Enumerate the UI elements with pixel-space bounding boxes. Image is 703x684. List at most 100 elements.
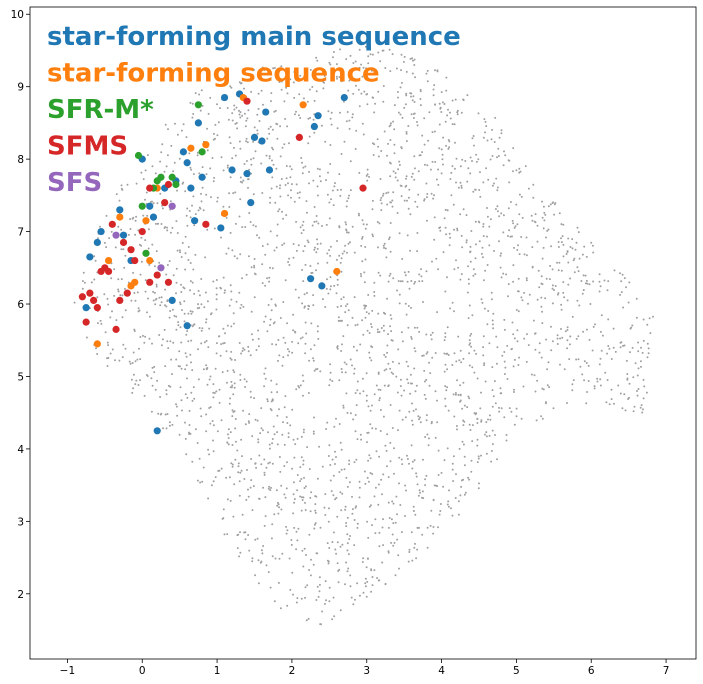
data-point <box>134 151 143 160</box>
data-point <box>97 267 105 276</box>
data-point <box>142 249 150 257</box>
data-point <box>265 166 274 174</box>
background-point-cloud <box>73 45 655 626</box>
data-point <box>93 304 101 312</box>
data-point <box>202 220 210 228</box>
y-tick-label: 4 <box>17 444 24 456</box>
data-point <box>247 199 255 207</box>
data-point <box>333 267 341 276</box>
data-point <box>90 296 98 304</box>
y-tick-label: 7 <box>17 227 24 239</box>
x-axis: −1 0 1 2 3 4 5 6 7 <box>60 659 669 677</box>
x-tick-label: 3 <box>363 665 370 677</box>
data-point <box>191 217 199 225</box>
data-point <box>299 101 307 109</box>
y-tick-label: 8 <box>17 154 24 166</box>
data-point <box>183 159 191 167</box>
data-point <box>243 170 251 178</box>
data-point <box>93 340 101 348</box>
data-point <box>161 199 169 207</box>
data-point <box>138 227 146 236</box>
data-point <box>86 253 94 261</box>
data-point <box>314 112 322 120</box>
data-point <box>198 148 206 156</box>
data-point <box>202 141 210 149</box>
data-point <box>157 173 165 181</box>
data-point <box>243 97 251 105</box>
data-point <box>149 213 158 221</box>
y-tick-label: 6 <box>17 299 24 311</box>
data-point <box>220 209 229 218</box>
data-point <box>153 427 161 435</box>
y-tick-label: 3 <box>17 516 24 528</box>
x-tick-label: 5 <box>513 665 520 677</box>
data-point <box>119 231 128 239</box>
data-point <box>104 256 113 265</box>
data-point <box>194 119 202 127</box>
data-point <box>172 180 180 189</box>
series-1 <box>93 93 341 348</box>
data-point <box>194 101 202 109</box>
highlighted-series <box>78 90 367 435</box>
data-point <box>104 267 113 276</box>
data-point <box>97 227 105 236</box>
data-point <box>157 264 165 272</box>
data-point <box>250 133 259 141</box>
data-point <box>86 289 94 297</box>
data-point <box>164 180 173 189</box>
data-point <box>108 220 116 228</box>
y-axis: 2 3 4 5 6 7 8 9 10 <box>11 9 30 601</box>
data-point <box>131 256 139 265</box>
legend-label: SFR-M* <box>47 95 154 125</box>
data-point <box>116 206 124 214</box>
y-tick-label: 10 <box>11 9 24 21</box>
x-tick-label: 2 <box>289 665 296 677</box>
data-point <box>217 224 225 232</box>
legend-label: star-forming main sequence <box>47 22 461 52</box>
legend-label: SFMS <box>47 132 128 162</box>
series-3 <box>78 97 367 333</box>
y-tick-label: 9 <box>17 82 24 94</box>
data-point <box>112 231 120 239</box>
series-4 <box>112 202 176 272</box>
data-point <box>168 296 176 304</box>
data-point <box>82 304 90 312</box>
data-point <box>262 108 270 116</box>
data-point <box>116 296 124 304</box>
data-point <box>146 256 154 265</box>
y-tick-label: 5 <box>17 371 24 383</box>
data-point <box>198 173 206 181</box>
data-point <box>116 213 124 221</box>
x-tick-label: 0 <box>139 665 146 677</box>
data-point <box>258 137 266 145</box>
data-point <box>164 278 173 286</box>
legend-label: star-forming sequence <box>47 59 380 89</box>
data-point <box>187 184 195 192</box>
data-point <box>168 173 176 181</box>
data-point <box>187 144 195 152</box>
data-point <box>359 184 367 192</box>
data-point <box>78 293 86 301</box>
data-point <box>340 93 348 102</box>
data-point <box>318 282 326 290</box>
data-point <box>127 246 135 254</box>
data-point <box>112 325 120 333</box>
legend: star-forming main sequence star-forming s… <box>47 22 461 198</box>
data-point <box>93 238 101 247</box>
y-tick-label: 2 <box>17 589 24 601</box>
data-point <box>142 217 150 225</box>
data-point <box>307 275 315 283</box>
data-point <box>146 278 154 286</box>
x-tick-label: 4 <box>438 665 445 677</box>
data-point <box>220 93 229 102</box>
data-point <box>138 202 146 210</box>
data-point <box>179 148 188 156</box>
data-point <box>127 282 135 290</box>
data-point <box>82 318 90 326</box>
data-point <box>228 166 236 174</box>
x-tick-label: −1 <box>60 665 75 677</box>
plot-frame <box>29 6 697 660</box>
data-point <box>146 202 154 210</box>
x-tick-label: 6 <box>588 665 595 677</box>
